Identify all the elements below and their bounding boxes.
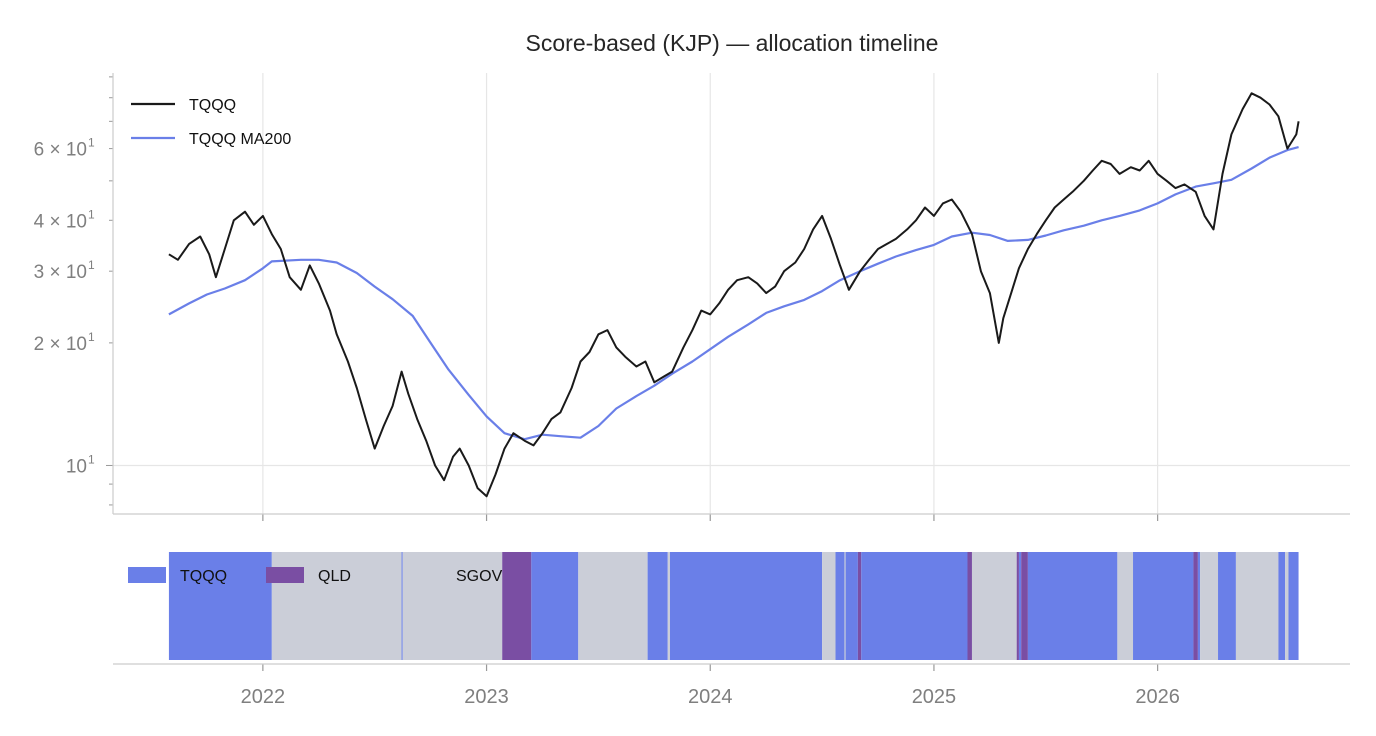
allocation-segment-qld	[1021, 552, 1028, 660]
y-tick-exponent: 1	[88, 452, 95, 466]
price-grid	[113, 73, 1350, 514]
legend-label-tqqq: TQQQ	[180, 568, 227, 585]
allocation-segment-sgov	[1285, 552, 1289, 660]
allocation-segment-tqqq	[1027, 552, 1118, 660]
allocation-segment-sgov	[844, 552, 846, 660]
timeline-axes	[113, 663, 1350, 671]
allocation-segment-qld	[967, 552, 972, 660]
allocation-segment-tqqq	[1133, 552, 1194, 660]
legend-swatch-tqqq	[128, 567, 166, 583]
y-tick-exponent: 1	[88, 258, 95, 272]
allocation-segment-sgov	[1235, 552, 1279, 660]
x-tick-label: 2024	[688, 686, 733, 708]
allocation-segment-qld	[857, 552, 862, 660]
allocation-segment-sgov	[971, 552, 1017, 660]
allocation-segment-tqqq	[835, 552, 845, 660]
y-tick-exponent: 1	[88, 330, 95, 344]
x-tick-label: 2026	[1135, 686, 1180, 708]
legend-label-qld: QLD	[318, 568, 351, 585]
tqqq-price-line	[168, 92, 1300, 498]
y-tick-exponent: 1	[88, 136, 95, 150]
allocation-segment-tqqq	[647, 552, 668, 660]
y-axis-ticks: 10 12 × 10 13 × 10 14 × 10 16 × 10 1	[34, 136, 95, 478]
allocation-segment-sgov	[667, 552, 670, 660]
allocation-segment-tqqq	[168, 552, 272, 660]
allocation-segment-tqqq	[1197, 552, 1201, 660]
allocation-segment-qld	[502, 552, 532, 660]
allocation-segment-sgov	[822, 552, 836, 660]
y-tick-label: 3 × 10	[34, 262, 87, 283]
allocation-segment-tqqq	[401, 552, 403, 660]
price-axes	[106, 73, 1350, 521]
allocation-segment-tqqq	[531, 552, 579, 660]
allocation-segment-tqqq	[1278, 552, 1286, 660]
allocation-segment-sgov	[1200, 552, 1219, 660]
y-tick-label: 10	[66, 456, 87, 477]
x-tick-label: 2025	[912, 686, 957, 708]
legend-label-sgov: SGOV	[456, 568, 503, 585]
price-legend: TQQQ TQQQ MA200	[131, 97, 291, 148]
allocation-segment-qld	[1016, 552, 1019, 660]
legend-label: TQQQ MA200	[189, 131, 291, 148]
allocation-legend: TQQQ QLD SGOV	[128, 567, 503, 585]
y-tick-label: 2 × 10	[34, 334, 87, 355]
allocation-segment-tqqq	[669, 552, 823, 660]
legend-swatch-qld	[266, 567, 304, 583]
allocation-segment-tqqq	[1018, 552, 1022, 660]
price-series	[168, 92, 1300, 498]
allocation-segment-tqqq	[845, 552, 858, 660]
y-tick-exponent: 1	[88, 207, 95, 221]
legend-label: TQQQ	[189, 97, 236, 114]
allocation-segment-sgov	[578, 552, 648, 660]
allocation-segment-qld	[1193, 552, 1198, 660]
tqqq-ma200-line	[168, 146, 1299, 441]
x-tick-label: 2023	[464, 686, 509, 708]
legend-swatch-sgov	[404, 567, 442, 583]
allocation-segment-tqqq	[1288, 552, 1299, 660]
x-tick-label: 2022	[241, 686, 286, 708]
y-tick-label: 6 × 10	[34, 140, 87, 161]
chart-title: Score-based (KJP) — allocation timeline	[526, 30, 939, 56]
allocation-segment-sgov	[1117, 552, 1134, 660]
y-tick-label: 4 × 10	[34, 211, 87, 232]
allocation-segments	[168, 552, 1299, 660]
allocation-segment-tqqq	[861, 552, 968, 660]
allocation-segment-tqqq	[1218, 552, 1236, 660]
x-axis-ticks: 2022 2023 2024 2025 2026	[241, 686, 1180, 708]
